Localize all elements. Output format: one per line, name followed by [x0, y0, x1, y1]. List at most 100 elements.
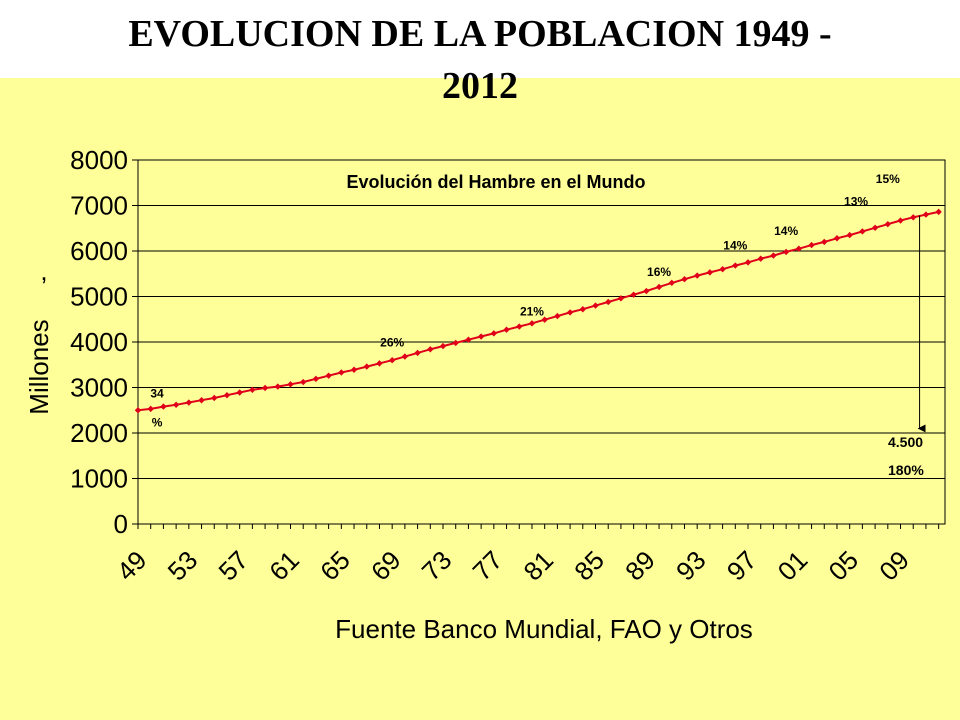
x-tick-label: 49 [111, 545, 153, 587]
data-point [528, 320, 536, 327]
y-tick-label: 4000 [70, 327, 128, 357]
data-point [160, 403, 167, 410]
data-point [236, 389, 243, 396]
annotations: 34% 26% 21% 16% 14% 14% 13% 15% [150, 172, 900, 430]
difference-label: 4.500 [888, 434, 923, 450]
data-point [350, 366, 358, 373]
slide-title-line2: 2012 [442, 65, 518, 107]
x-tick-label: 73 [416, 545, 458, 587]
data-point [249, 386, 256, 393]
data-point [668, 279, 675, 287]
x-tick-label: 93 [670, 545, 712, 587]
x-tick-label: 97 [721, 545, 763, 587]
data-point [681, 276, 688, 283]
title-band [0, 0, 960, 78]
data-point [592, 302, 599, 309]
data-point [134, 407, 142, 414]
data-point [300, 378, 307, 386]
data-point [414, 349, 421, 357]
data-point [261, 384, 269, 392]
data-point [859, 228, 866, 235]
x-tick-label: 65 [314, 545, 356, 587]
percent-annotation: 15% [876, 172, 900, 186]
data-point [706, 269, 714, 276]
data-point [325, 372, 332, 379]
y-tick-label: 2000 [70, 418, 128, 448]
slide-title: EVOLUCION DE LA POBLACION 1949 - 2012 [0, 8, 960, 112]
data-point [376, 360, 383, 367]
data-point [770, 252, 777, 259]
y-tick-label: 5000 [70, 282, 128, 312]
data-point [719, 266, 726, 273]
x-tick-label: 81 [517, 545, 559, 587]
data-point [744, 259, 752, 266]
data-point [579, 306, 587, 313]
x-tick-label: 57 [212, 545, 254, 587]
data-point [338, 369, 345, 376]
data-points [134, 208, 942, 414]
data-point [833, 235, 841, 242]
data-point [516, 323, 523, 330]
slide-title-line1: EVOLUCION DE LA POBLACION 1949 - [128, 13, 832, 55]
y-axis-ticks: 0 1000 2000 3000 4000 5000 6000 7000 8000 [70, 145, 138, 539]
percent-annotation: 16% [647, 265, 671, 279]
data-point [782, 248, 790, 256]
x-tick-label: 69 [365, 545, 407, 587]
x-axis-ticks: 49 53 57 61 65 69 73 77 81 85 89 93 97 01 05 09 [111, 524, 940, 587]
data-point [910, 214, 917, 221]
x-tick-label: 89 [619, 545, 661, 587]
data-point [643, 287, 650, 295]
y-tick-label: 8000 [70, 145, 128, 175]
x-tick-label: 05 [822, 545, 864, 587]
data-point [477, 333, 485, 340]
percent-annotation: % [152, 416, 163, 430]
data-point [897, 217, 904, 224]
y-axis-label: Millones [24, 319, 54, 414]
data-point [427, 346, 434, 353]
data-point [465, 336, 472, 343]
data-point [363, 363, 370, 370]
x-tick-label: 01 [772, 545, 814, 587]
data-point [605, 298, 612, 306]
data-point [732, 262, 739, 269]
data-point [439, 342, 447, 350]
data-point [871, 224, 879, 231]
data-point [388, 357, 396, 364]
data-point [287, 381, 294, 388]
x-tick-label: 53 [162, 545, 204, 587]
data-point [147, 405, 154, 413]
data-point [223, 392, 231, 399]
data-point [566, 309, 574, 316]
x-tick-label: 85 [568, 545, 610, 587]
data-point [490, 330, 498, 337]
series-line-population [137, 210, 939, 412]
data-point [312, 375, 320, 383]
data-point [185, 399, 193, 406]
grid-lines [138, 159, 945, 525]
percent-annotation: 26% [380, 336, 404, 350]
data-point [935, 208, 942, 216]
data-point [452, 339, 459, 347]
data-point [554, 312, 561, 320]
x-tick-label: 09 [873, 545, 915, 587]
data-point [541, 316, 548, 323]
data-point [757, 255, 764, 262]
data-point [172, 401, 180, 408]
x-tick-label: 61 [263, 545, 305, 587]
y-axis-label-mark: , [40, 256, 47, 286]
data-point [211, 394, 218, 402]
data-point [274, 383, 281, 390]
data-point [821, 238, 828, 246]
data-point [846, 231, 853, 239]
percent-annotation: 14% [774, 224, 798, 238]
y-tick-label: 3000 [70, 373, 128, 403]
y-tick-label: 6000 [70, 236, 128, 266]
y-tick-label: 1000 [70, 464, 128, 494]
percent-annotation: 14% [723, 239, 747, 253]
data-point [630, 291, 637, 298]
data-point [795, 245, 803, 252]
percent-annotation: 34 [150, 387, 164, 401]
y-tick-label: 0 [114, 509, 128, 539]
percent-annotation: 21% [520, 305, 544, 319]
